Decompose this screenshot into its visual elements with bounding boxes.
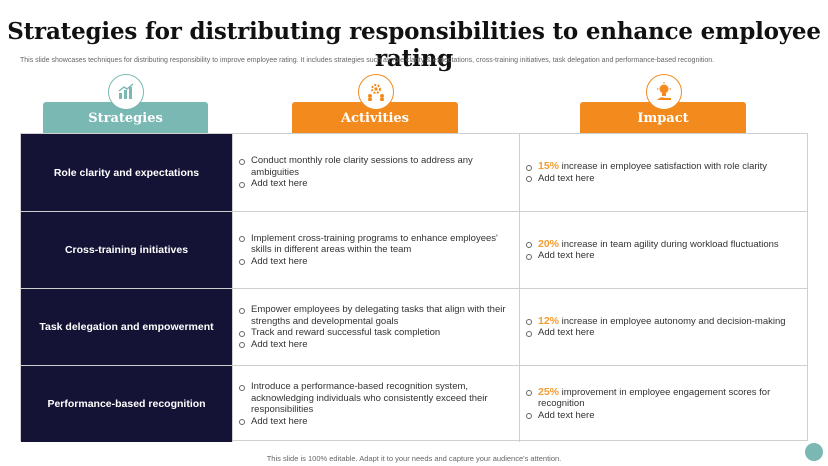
activities-cell: Conduct monthly role clarity sessions to… [232, 134, 520, 211]
list-item: Track and reward successful task complet… [239, 327, 519, 339]
header-impact-label: Impact [637, 110, 689, 126]
decorative-dot [805, 443, 823, 461]
gear-people-icon [358, 74, 394, 110]
list-item: 15% increase in employee satisfaction wi… [526, 160, 768, 173]
bar-chart-growth-icon [108, 74, 144, 110]
impact-percentage: 12% [538, 314, 560, 327]
page-subtitle: This slide showcases techniques for dist… [20, 57, 715, 64]
list-item: Add text here [239, 178, 519, 190]
strategy-cell: Role clarity and expectations [21, 134, 232, 211]
list-item: Add text here [526, 250, 779, 262]
impact-percentage: 15% [538, 160, 560, 172]
list-item: Add text here [239, 339, 519, 351]
list-item: 12% increase in employee autonomy and de… [526, 314, 786, 328]
activities-cell: Introduce a performance-based recognitio… [232, 366, 520, 442]
list-item: Introduce a performance-based recognitio… [239, 381, 519, 416]
list-item: Add text here [526, 327, 786, 339]
lightbulb-hand-icon [646, 74, 682, 110]
table-row: Cross-training initiatives Implement cro… [21, 211, 807, 288]
header-activities-label: Activities [341, 110, 409, 126]
activities-cell: Implement cross-training programs to enh… [232, 212, 520, 288]
list-item: Add text here [239, 416, 519, 428]
header-strategies-label: Strategies [88, 110, 163, 126]
list-item: Add text here [239, 256, 519, 268]
activities-cell: Empower employees by delegating tasks th… [232, 289, 520, 365]
impact-text: improvement in employee engagement score… [538, 386, 771, 410]
impact-percentage: 25% [538, 385, 560, 398]
strategy-cell: Cross-training initiatives [21, 212, 232, 288]
strategy-cell: Performance-based recognition [21, 366, 232, 442]
footer-note: This slide is 100% editable. Adapt it to… [266, 454, 562, 463]
impact-percentage: 20% [538, 237, 560, 250]
page-title: Strategies for distributing responsibili… [7, 18, 821, 72]
table-row: Role clarity and expectations Conduct mo… [21, 134, 807, 211]
list-item: 20% increase in team agility during work… [526, 237, 779, 251]
impact-text: increase in employee autonomy and decisi… [559, 315, 786, 327]
list-item: Add text here [526, 173, 767, 185]
list-item: Implement cross-training programs to enh… [239, 233, 519, 256]
impact-text: increase in team agility during workload… [559, 238, 779, 250]
impact-cell: 20% increase in team agility during work… [520, 212, 807, 288]
table-row: Task delegation and empowerment Empower … [21, 288, 807, 365]
list-item: 25% improvement in employee engagement s… [526, 385, 807, 410]
header-strategies: Strategies [43, 102, 208, 134]
list-item: Empower employees by delegating tasks th… [239, 304, 519, 327]
impact-cell: 12% increase in employee autonomy and de… [520, 289, 807, 365]
table-row: Performance-based recognition Introduce … [21, 365, 807, 442]
strategy-cell: Task delegation and empowerment [21, 289, 232, 365]
impact-cell: 25% improvement in employee engagement s… [520, 366, 807, 442]
impact-text: increase in employee satisfaction with r… [559, 161, 768, 172]
list-item: Conduct monthly role clarity sessions to… [239, 155, 519, 178]
list-item: Add text here [526, 410, 807, 422]
impact-cell: 15% increase in employee satisfaction wi… [520, 134, 807, 211]
strategy-table: Role clarity and expectations Conduct mo… [20, 133, 808, 442]
